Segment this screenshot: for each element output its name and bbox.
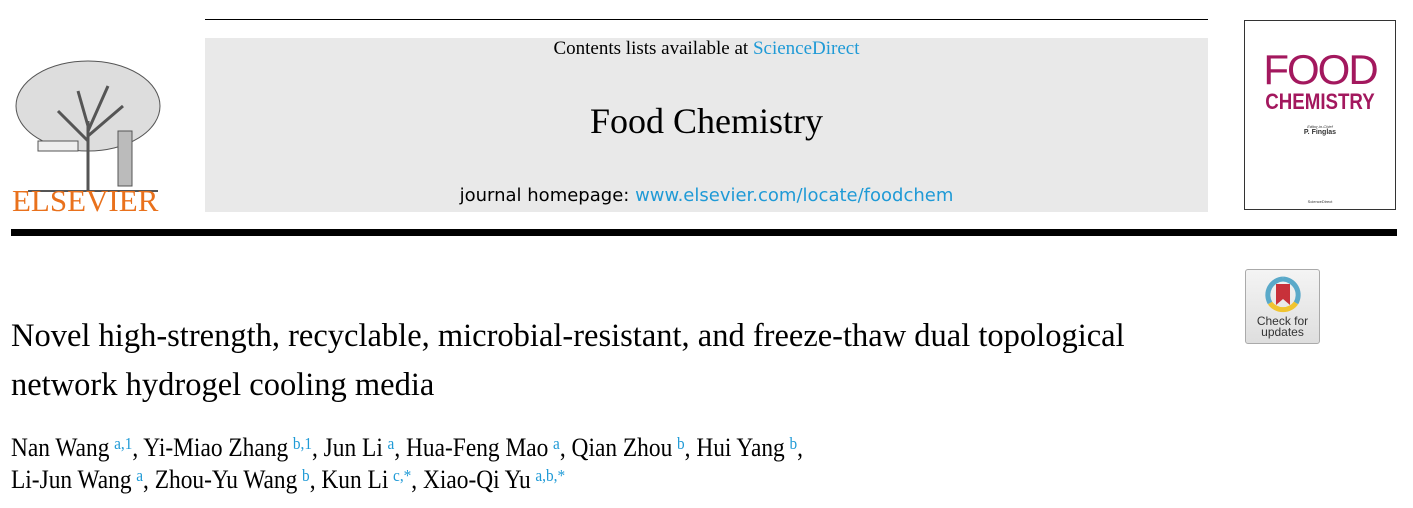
author-name[interactable]: Nan Wang <box>11 433 110 462</box>
cover-footer: ScienceDirect <box>1307 199 1333 204</box>
author-name[interactable]: Kun Li <box>321 465 389 494</box>
author-affiliation[interactable]: b,1 <box>292 434 312 453</box>
contents-prefix: Contents lists available at <box>553 38 753 59</box>
header-rule <box>205 19 1208 20</box>
check-for-updates-button[interactable]: Check for updates <box>1245 269 1320 344</box>
journal-cover[interactable]: FOOD CHEMISTRY Editor-in-Chief P. Finglas… <box>1244 20 1396 210</box>
author-affiliation[interactable]: a <box>553 434 560 453</box>
cover-title-chemistry: CHEMISTRY <box>1265 89 1375 114</box>
author-name[interactable]: Xiao-Qi Yu <box>423 465 531 494</box>
author-affiliation[interactable]: a <box>136 466 144 485</box>
author-affiliation[interactable]: a,b,* <box>535 466 566 485</box>
header-thick-rule <box>11 229 1397 236</box>
author-name[interactable]: Qian Zhou <box>571 433 673 462</box>
author-affiliation[interactable]: c,* <box>393 466 412 485</box>
homepage-link[interactable]: www.elsevier.com/locate/foodchem <box>635 185 954 206</box>
cover-editor: Editor-in-Chief P. Finglas <box>1303 124 1337 136</box>
author-name[interactable]: Jun Li <box>323 433 383 462</box>
author-name[interactable]: Hua-Feng Mao <box>406 433 549 462</box>
author-affiliation[interactable]: b <box>302 466 310 485</box>
author-affiliation[interactable]: a,1 <box>114 434 133 453</box>
homepage-prefix: journal homepage: <box>459 185 636 206</box>
author-affiliation[interactable]: b <box>676 434 685 453</box>
author-name[interactable]: Hui Yang <box>696 433 785 462</box>
article-title: Novel high-strength, recyclable, microbi… <box>11 318 1125 403</box>
journal-title: Food Chemistry <box>589 101 823 141</box>
elsevier-wordmark: ELSEVIER <box>12 183 159 218</box>
elsevier-tree-logo <box>15 60 161 192</box>
sciencedirect-link[interactable]: ScienceDirect <box>752 38 860 59</box>
author-list: Nan Wang a,1, Yi-Miao Zhang b,1, Jun Li … <box>11 433 803 494</box>
author-name[interactable]: Li-Jun Wang <box>11 465 132 494</box>
journal-banner: Contents lists available at ScienceDirec… <box>205 38 1208 212</box>
bookmark-ring-icon <box>1265 276 1301 313</box>
author-affiliation[interactable]: b <box>789 434 798 453</box>
author-affiliation[interactable]: a <box>387 434 395 453</box>
author-name[interactable]: Zhou-Yu Wang <box>154 465 298 494</box>
cover-title-food: FOOD <box>1263 46 1378 93</box>
author-name[interactable]: Yi-Miao Zhang <box>143 433 289 462</box>
check-for-updates-label: Check for updates <box>1256 314 1309 339</box>
contents-line: Contents lists available at ScienceDirec… <box>205 38 1208 60</box>
homepage-line: journal homepage: www.elsevier.com/locat… <box>205 185 1208 206</box>
